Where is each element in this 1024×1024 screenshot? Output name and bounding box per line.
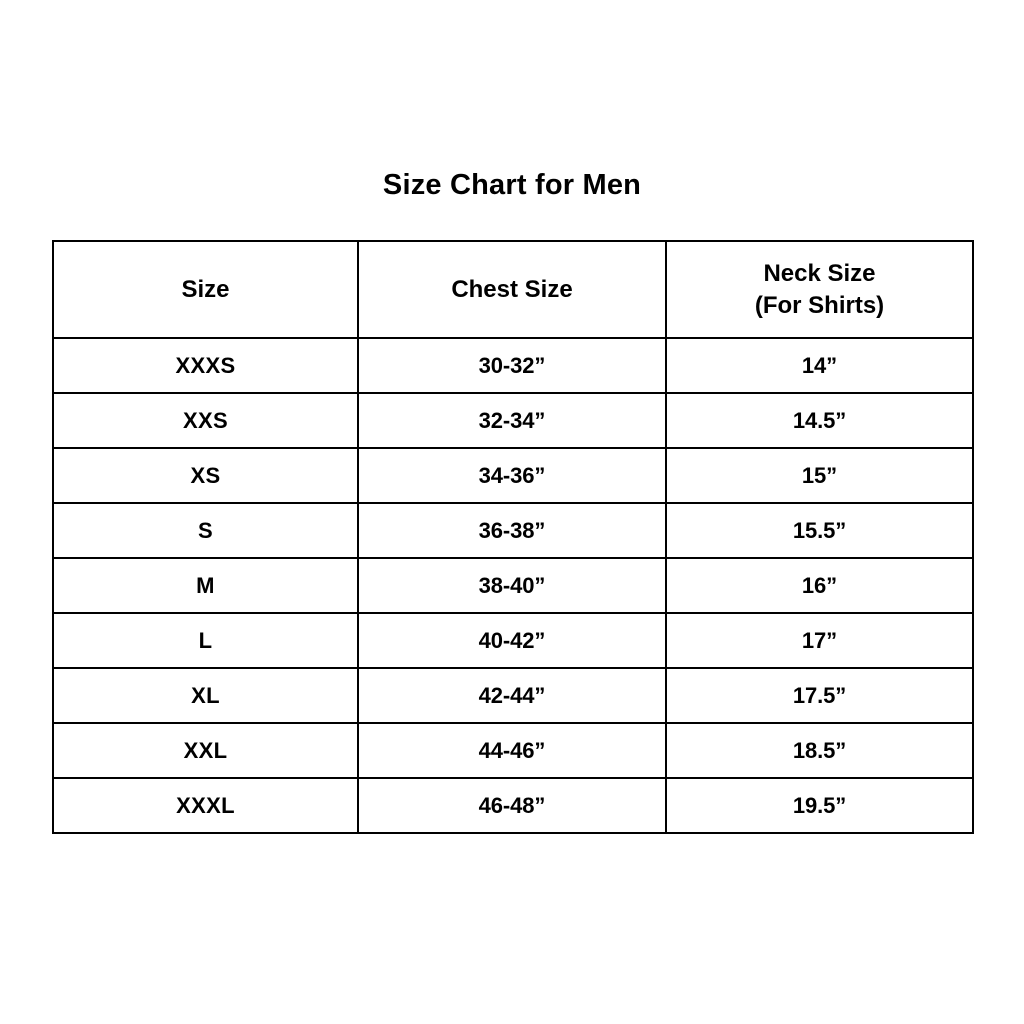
cell-chest: 42-44” bbox=[357, 667, 667, 724]
cell-size: XXL bbox=[52, 722, 359, 779]
table-body: XXXS 30-32” 14” XXS 32-34” 14.5” XS 34-3… bbox=[52, 337, 974, 834]
size-table-container: Size Chest Size Neck Size (For Shirts) X… bbox=[52, 240, 974, 834]
table-row: XXXS 30-32” 14” bbox=[52, 337, 974, 394]
cell-chest: 40-42” bbox=[357, 612, 667, 669]
cell-neck: 15” bbox=[665, 447, 974, 504]
table-row: XS 34-36” 15” bbox=[52, 447, 974, 504]
cell-neck: 14” bbox=[665, 337, 974, 394]
cell-size: XS bbox=[52, 447, 359, 504]
table-row: S 36-38” 15.5” bbox=[52, 502, 974, 559]
table-row: XL 42-44” 17.5” bbox=[52, 667, 974, 724]
column-header-neck: Neck Size (For Shirts) bbox=[665, 240, 974, 339]
cell-chest: 46-48” bbox=[357, 777, 667, 834]
table-row: L 40-42” 17” bbox=[52, 612, 974, 669]
cell-size: M bbox=[52, 557, 359, 614]
cell-size: XL bbox=[52, 667, 359, 724]
table-row: XXXL 46-48” 19.5” bbox=[52, 777, 974, 834]
cell-chest: 30-32” bbox=[357, 337, 667, 394]
cell-size: S bbox=[52, 502, 359, 559]
cell-neck: 18.5” bbox=[665, 722, 974, 779]
size-chart-table: Size Chest Size Neck Size (For Shirts) X… bbox=[52, 240, 974, 834]
column-header-neck-sublabel: (For Shirts) bbox=[754, 291, 885, 319]
table-row: M 38-40” 16” bbox=[52, 557, 974, 614]
cell-size: L bbox=[52, 612, 359, 669]
column-header-size-label: Size bbox=[181, 275, 230, 303]
table-header: Size Chest Size Neck Size (For Shirts) bbox=[52, 240, 974, 339]
table-row: XXL 44-46” 18.5” bbox=[52, 722, 974, 779]
cell-neck: 14.5” bbox=[665, 392, 974, 449]
page-title: Size Chart for Men bbox=[382, 169, 642, 201]
cell-chest: 32-34” bbox=[357, 392, 667, 449]
cell-chest: 36-38” bbox=[357, 502, 667, 559]
column-header-size: Size bbox=[52, 240, 359, 339]
cell-chest: 34-36” bbox=[357, 447, 667, 504]
table-header-row: Size Chest Size Neck Size (For Shirts) bbox=[52, 240, 974, 339]
cell-chest: 38-40” bbox=[357, 557, 667, 614]
cell-chest: 44-46” bbox=[357, 722, 667, 779]
cell-neck: 16” bbox=[665, 557, 974, 614]
cell-size: XXXS bbox=[52, 337, 359, 394]
column-header-chest: Chest Size bbox=[357, 240, 667, 339]
cell-neck: 17.5” bbox=[665, 667, 974, 724]
column-header-neck-label: Neck Size bbox=[763, 259, 876, 287]
cell-size: XXXL bbox=[52, 777, 359, 834]
column-header-chest-label: Chest Size bbox=[451, 275, 573, 303]
cell-size: XXS bbox=[52, 392, 359, 449]
cell-neck: 15.5” bbox=[665, 502, 974, 559]
cell-neck: 19.5” bbox=[665, 777, 974, 834]
cell-neck: 17” bbox=[665, 612, 974, 669]
table-row: XXS 32-34” 14.5” bbox=[52, 392, 974, 449]
